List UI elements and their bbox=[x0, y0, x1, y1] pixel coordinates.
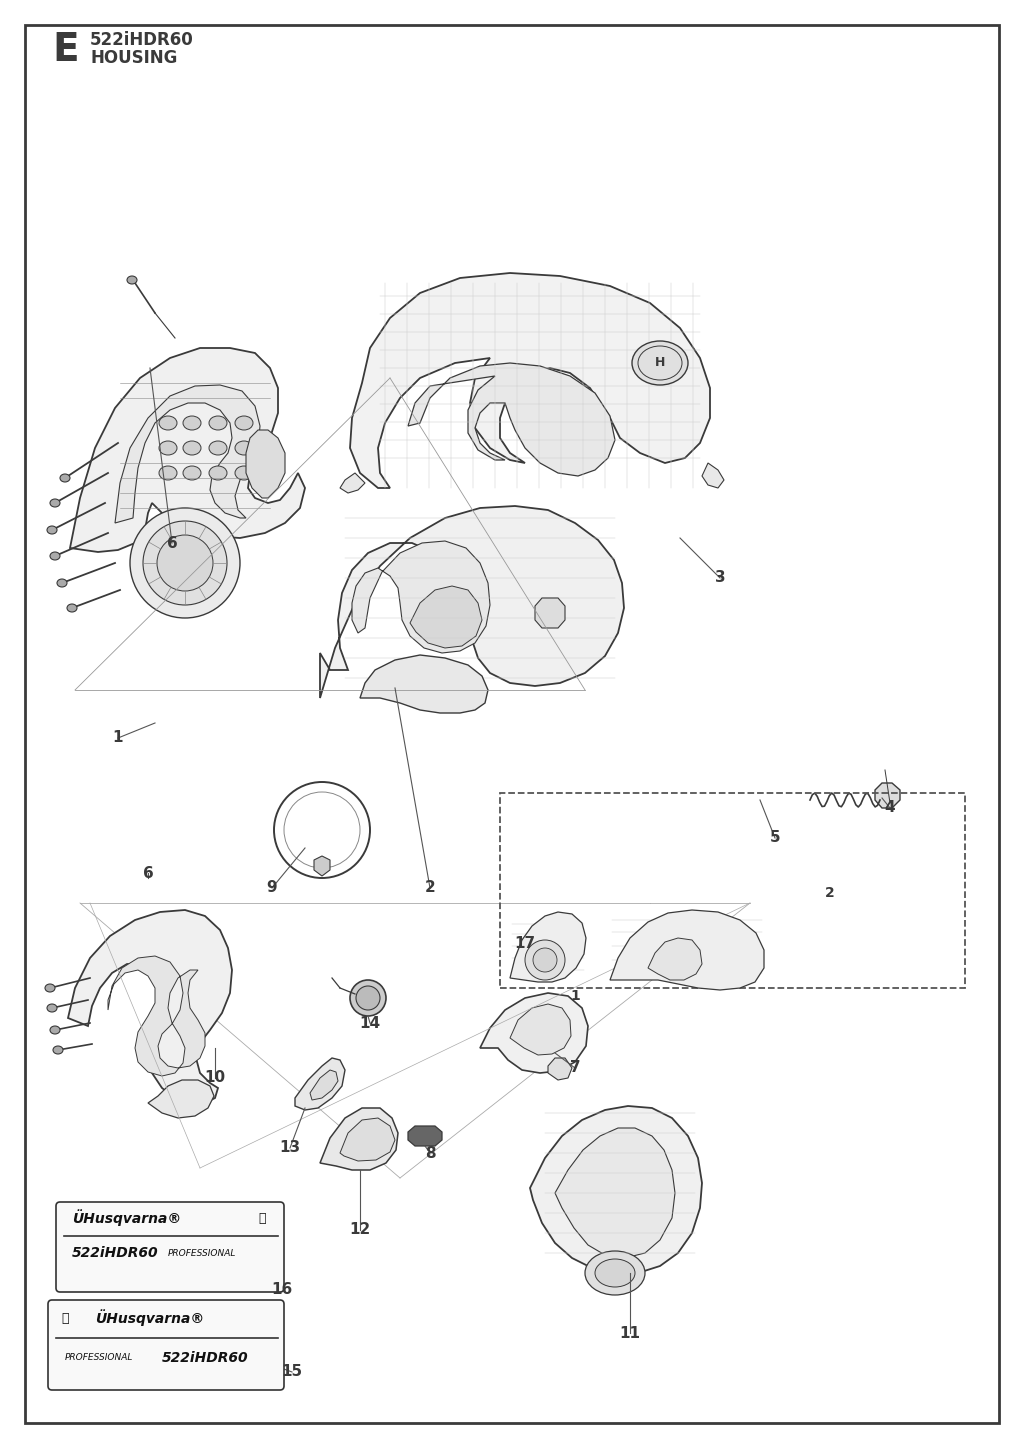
Polygon shape bbox=[148, 1080, 214, 1118]
Text: 8: 8 bbox=[425, 1145, 435, 1160]
Text: 7: 7 bbox=[569, 1060, 581, 1076]
Text: 3: 3 bbox=[715, 571, 725, 585]
Text: 16: 16 bbox=[271, 1283, 293, 1297]
Text: 12: 12 bbox=[349, 1222, 371, 1238]
Polygon shape bbox=[360, 654, 488, 712]
Polygon shape bbox=[68, 909, 232, 1103]
Polygon shape bbox=[115, 385, 260, 523]
Text: 522iHDR60: 522iHDR60 bbox=[90, 30, 194, 49]
FancyBboxPatch shape bbox=[56, 1202, 284, 1292]
Polygon shape bbox=[555, 1128, 675, 1258]
Ellipse shape bbox=[234, 416, 253, 430]
Ellipse shape bbox=[234, 442, 253, 455]
Ellipse shape bbox=[183, 466, 201, 479]
Text: 11: 11 bbox=[620, 1325, 640, 1341]
Ellipse shape bbox=[157, 534, 213, 591]
Text: HOUSING: HOUSING bbox=[90, 49, 177, 67]
Text: PROFESSIONAL: PROFESSIONAL bbox=[65, 1354, 133, 1363]
Polygon shape bbox=[70, 348, 305, 552]
Polygon shape bbox=[530, 1106, 702, 1273]
Ellipse shape bbox=[585, 1251, 645, 1295]
Ellipse shape bbox=[183, 416, 201, 430]
Ellipse shape bbox=[159, 466, 177, 479]
Text: ⦿: ⦿ bbox=[258, 1212, 266, 1225]
Polygon shape bbox=[310, 1070, 338, 1100]
Polygon shape bbox=[352, 542, 490, 653]
Polygon shape bbox=[246, 430, 285, 498]
Ellipse shape bbox=[209, 466, 227, 479]
Text: 17: 17 bbox=[514, 935, 536, 950]
Polygon shape bbox=[610, 909, 764, 990]
Ellipse shape bbox=[209, 442, 227, 455]
Text: 5: 5 bbox=[770, 831, 780, 846]
Ellipse shape bbox=[127, 277, 137, 284]
Text: 522iHDR60: 522iHDR60 bbox=[72, 1245, 159, 1260]
Polygon shape bbox=[535, 598, 565, 628]
Text: 6: 6 bbox=[142, 866, 154, 880]
Text: 1: 1 bbox=[570, 989, 580, 1003]
Text: 1: 1 bbox=[113, 730, 123, 746]
FancyBboxPatch shape bbox=[48, 1300, 284, 1390]
Ellipse shape bbox=[525, 940, 565, 980]
Text: H: H bbox=[654, 356, 666, 369]
Text: 15: 15 bbox=[282, 1364, 302, 1380]
Text: 4: 4 bbox=[885, 801, 895, 815]
Bar bbox=[500, 794, 965, 988]
Text: E: E bbox=[52, 30, 79, 70]
Ellipse shape bbox=[183, 442, 201, 455]
Ellipse shape bbox=[47, 1003, 57, 1012]
Polygon shape bbox=[295, 1058, 345, 1111]
Text: 6: 6 bbox=[167, 536, 177, 550]
Polygon shape bbox=[874, 783, 900, 808]
Ellipse shape bbox=[130, 508, 240, 618]
Ellipse shape bbox=[60, 473, 70, 482]
Text: 14: 14 bbox=[359, 1015, 381, 1031]
Ellipse shape bbox=[53, 1045, 63, 1054]
Ellipse shape bbox=[595, 1258, 635, 1287]
Polygon shape bbox=[108, 956, 205, 1076]
Polygon shape bbox=[408, 363, 615, 476]
Polygon shape bbox=[548, 1058, 572, 1080]
Ellipse shape bbox=[159, 442, 177, 455]
Text: PROFESSIONAL: PROFESSIONAL bbox=[168, 1248, 237, 1257]
Ellipse shape bbox=[632, 340, 688, 385]
Ellipse shape bbox=[67, 604, 77, 613]
Polygon shape bbox=[340, 473, 365, 492]
Ellipse shape bbox=[234, 466, 253, 479]
Text: ÜHusqvarna®: ÜHusqvarna® bbox=[95, 1309, 204, 1326]
Polygon shape bbox=[319, 505, 624, 698]
Polygon shape bbox=[410, 586, 482, 649]
Polygon shape bbox=[340, 1118, 395, 1161]
Ellipse shape bbox=[350, 980, 386, 1016]
Text: ÜHusqvarna®: ÜHusqvarna® bbox=[72, 1209, 181, 1226]
Text: 2: 2 bbox=[825, 886, 835, 901]
Ellipse shape bbox=[57, 579, 67, 586]
Polygon shape bbox=[480, 993, 588, 1073]
Polygon shape bbox=[510, 912, 586, 982]
Text: 2: 2 bbox=[425, 880, 435, 895]
Polygon shape bbox=[314, 856, 330, 876]
Text: 13: 13 bbox=[280, 1141, 301, 1156]
Ellipse shape bbox=[45, 985, 55, 992]
Ellipse shape bbox=[143, 521, 227, 605]
Text: ⦿: ⦿ bbox=[61, 1312, 69, 1325]
Polygon shape bbox=[510, 1003, 571, 1056]
Ellipse shape bbox=[50, 1027, 60, 1034]
Text: 9: 9 bbox=[266, 880, 278, 895]
Ellipse shape bbox=[50, 552, 60, 560]
Polygon shape bbox=[350, 274, 710, 488]
Ellipse shape bbox=[356, 986, 380, 1011]
Text: 10: 10 bbox=[205, 1070, 225, 1086]
Polygon shape bbox=[648, 938, 702, 980]
Ellipse shape bbox=[159, 416, 177, 430]
Polygon shape bbox=[702, 463, 724, 488]
Text: 522iHDR60: 522iHDR60 bbox=[162, 1351, 249, 1365]
Ellipse shape bbox=[47, 526, 57, 534]
Polygon shape bbox=[408, 1127, 442, 1145]
Ellipse shape bbox=[209, 416, 227, 430]
Ellipse shape bbox=[50, 500, 60, 507]
Polygon shape bbox=[319, 1108, 398, 1170]
Ellipse shape bbox=[534, 948, 557, 972]
